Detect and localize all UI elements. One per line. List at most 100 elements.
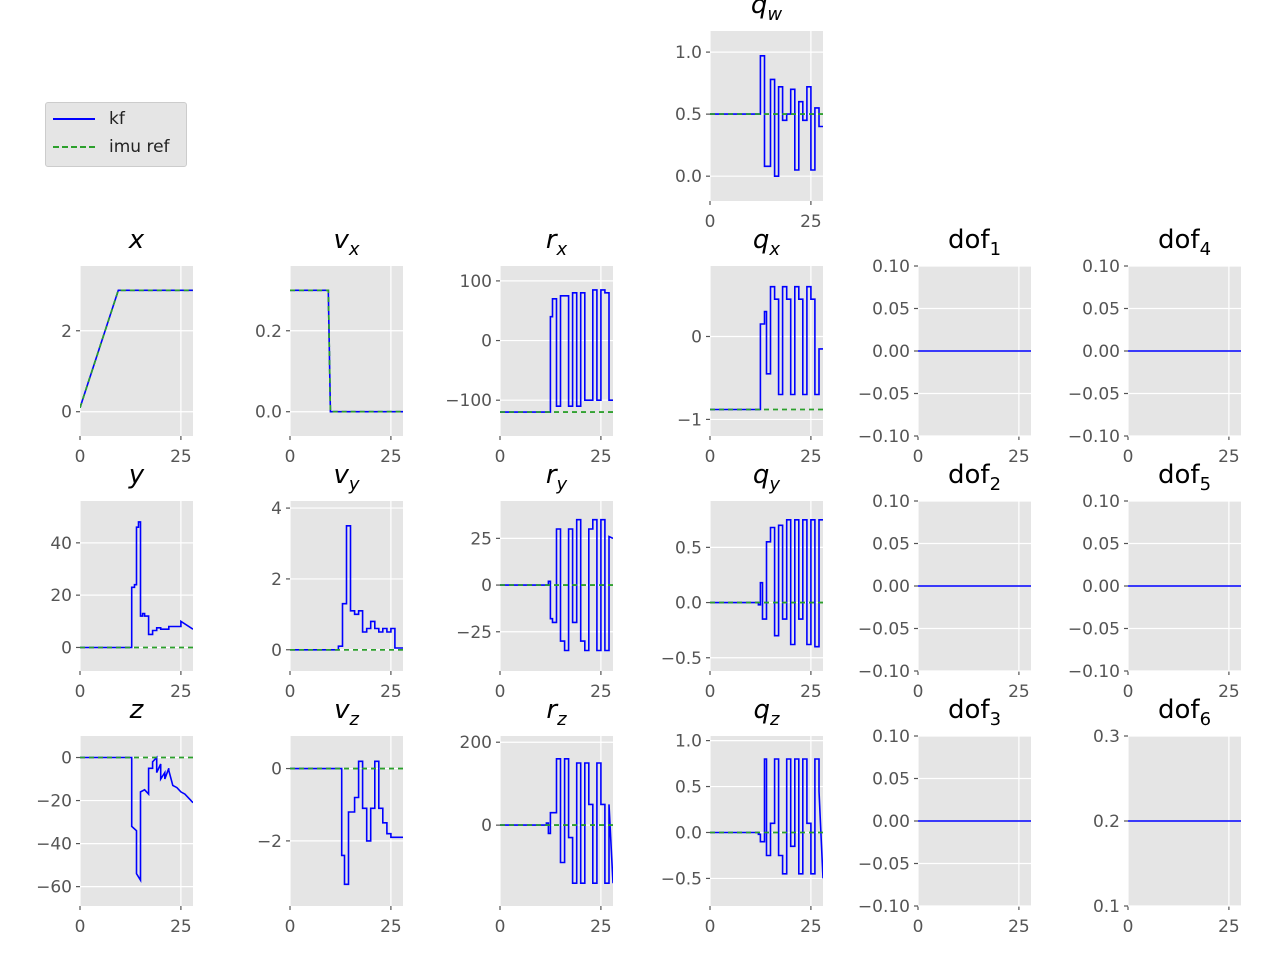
legend-entry-kf: kf: [53, 107, 125, 131]
x-tick-label: 25: [1218, 917, 1240, 937]
y-tick-label: 0.2: [1093, 812, 1120, 832]
series-line-kf: [80, 521, 193, 649]
y-tick-label: 0.00: [872, 342, 910, 362]
y-tick-label: −0.10: [858, 427, 910, 447]
series-line-kf: [710, 285, 823, 411]
legend-label-imu-ref: imu ref: [109, 137, 170, 157]
y-tick-label: 0.00: [872, 812, 910, 832]
series-group: [710, 518, 823, 648]
y-tick-label: 0.00: [1082, 342, 1120, 362]
y-tick-label: −0.5: [661, 869, 702, 889]
x-tick-label: 25: [800, 917, 822, 937]
x-tick-label: 0: [913, 682, 924, 702]
y-tick-label: 0.00: [872, 577, 910, 597]
y-tick-label: 0.3: [1093, 727, 1120, 747]
x-tick-label: 0: [705, 917, 716, 937]
panel-dof1: 0 25 0.10 0.05 0.00 −0.05 −0.10 dof1: [858, 225, 1031, 467]
panel-title: vx: [333, 225, 359, 260]
y-tick-label: 0.00: [1082, 577, 1120, 597]
y-tick-label: 0.0: [675, 823, 702, 843]
panel-y: 0 25 40 20 0 y: [50, 460, 193, 702]
y-tick-label: 0.5: [675, 105, 702, 125]
y-tick-label: 0: [61, 638, 72, 658]
x-tick-label: 25: [800, 447, 822, 467]
y-tick-label: −0.10: [1068, 427, 1120, 447]
y-tick-label: −40: [36, 835, 72, 855]
y-tick-label: 0.05: [872, 770, 910, 790]
series-line-kf: [500, 289, 613, 413]
series-group: [290, 760, 403, 886]
series-line-imu-ref-overlay: [290, 289, 403, 413]
series-group: [80, 755, 193, 884]
panel-title: ry: [546, 460, 568, 495]
plot-area: [80, 266, 193, 436]
panel-dof2: 0 25 0.10 0.05 0.00 −0.05 −0.10 dof2: [858, 460, 1031, 702]
series-group: [710, 285, 823, 411]
y-tick-label: −60: [36, 878, 72, 898]
series-group: [80, 289, 193, 408]
legend: kf imu ref: [45, 102, 187, 167]
panel-title: dof5: [1158, 460, 1211, 495]
plot-area: [80, 736, 193, 906]
panel-qy: 0 25 0.5 0.0 −0.5 qy: [661, 460, 823, 702]
y-tick-label: −0.05: [858, 385, 910, 405]
y-tick-label: 0: [271, 760, 282, 780]
x-tick-label: 0: [285, 447, 296, 467]
panel-title: x: [128, 225, 145, 255]
panel-ry: 0 25 25 0 −25 ry: [456, 460, 613, 702]
x-tick-label: 0: [705, 447, 716, 467]
legend-swatch-imu-ref: [53, 146, 95, 148]
series-group: [500, 757, 613, 885]
y-tick-label: −100: [445, 391, 492, 411]
y-tick-label: 0: [61, 749, 72, 769]
y-tick-label: 4: [271, 499, 282, 519]
x-tick-label: 25: [800, 212, 822, 232]
y-tick-label: 0: [271, 641, 282, 661]
x-tick-label: 25: [1218, 447, 1240, 467]
y-tick-label: 1.0: [675, 732, 702, 752]
x-tick-label: 0: [1123, 917, 1134, 937]
x-tick-label: 0: [705, 212, 716, 232]
x-tick-label: 25: [1008, 682, 1030, 702]
legend-label-kf: kf: [109, 109, 125, 129]
y-tick-label: 0: [481, 576, 492, 596]
y-tick-label: −0.05: [858, 620, 910, 640]
y-tick-label: 0.10: [1082, 492, 1120, 512]
x-tick-label: 0: [495, 682, 506, 702]
series-group: [500, 518, 613, 652]
x-tick-label: 0: [1123, 682, 1134, 702]
x-tick-label: 25: [590, 682, 612, 702]
y-tick-label: −0.05: [1068, 620, 1120, 640]
panel-rx: 0 25 100 0 −100 rx: [445, 225, 613, 467]
series-line-imu-ref-overlay: [80, 289, 193, 408]
panel-x: 0 25 0 2 x: [61, 225, 193, 467]
y-tick-label: −1: [677, 410, 702, 430]
series-group: [710, 54, 823, 177]
y-tick-label: 25: [470, 529, 492, 549]
x-tick-label: 25: [170, 447, 192, 467]
panel-dof5: 0 25 0.10 0.05 0.00 −0.05 −0.10 dof5: [1068, 460, 1241, 702]
panel-title: dof6: [1158, 695, 1211, 730]
y-tick-label: 0.5: [675, 538, 702, 558]
x-tick-label: 0: [285, 682, 296, 702]
panel-dof4: 0 25 0.10 0.05 0.00 −0.05 −0.10 dof4: [1068, 225, 1241, 467]
y-tick-label: 0.10: [1082, 257, 1120, 277]
y-tick-label: 0.05: [872, 300, 910, 320]
y-tick-label: 0: [61, 403, 72, 423]
x-tick-label: 25: [380, 447, 402, 467]
y-tick-label: −0.05: [1068, 385, 1120, 405]
series-line-kf: [710, 518, 823, 648]
y-tick-label: 0.0: [675, 594, 702, 614]
panel-title: rx: [546, 225, 568, 260]
x-tick-label: 25: [170, 917, 192, 937]
panel-title: dof3: [948, 695, 1001, 730]
y-tick-label: 20: [50, 586, 72, 606]
y-tick-label: 200: [460, 733, 492, 753]
panel-qz: 0 25 1.0 0.5 0.0 −0.5 qz: [661, 695, 823, 937]
x-tick-label: 25: [800, 682, 822, 702]
series-group: [290, 524, 403, 651]
x-tick-label: 25: [170, 682, 192, 702]
panel-z: 0 25 0 −20 −40 −60 z: [36, 695, 193, 937]
x-tick-label: 25: [1008, 917, 1030, 937]
panel-title: rz: [546, 695, 567, 730]
